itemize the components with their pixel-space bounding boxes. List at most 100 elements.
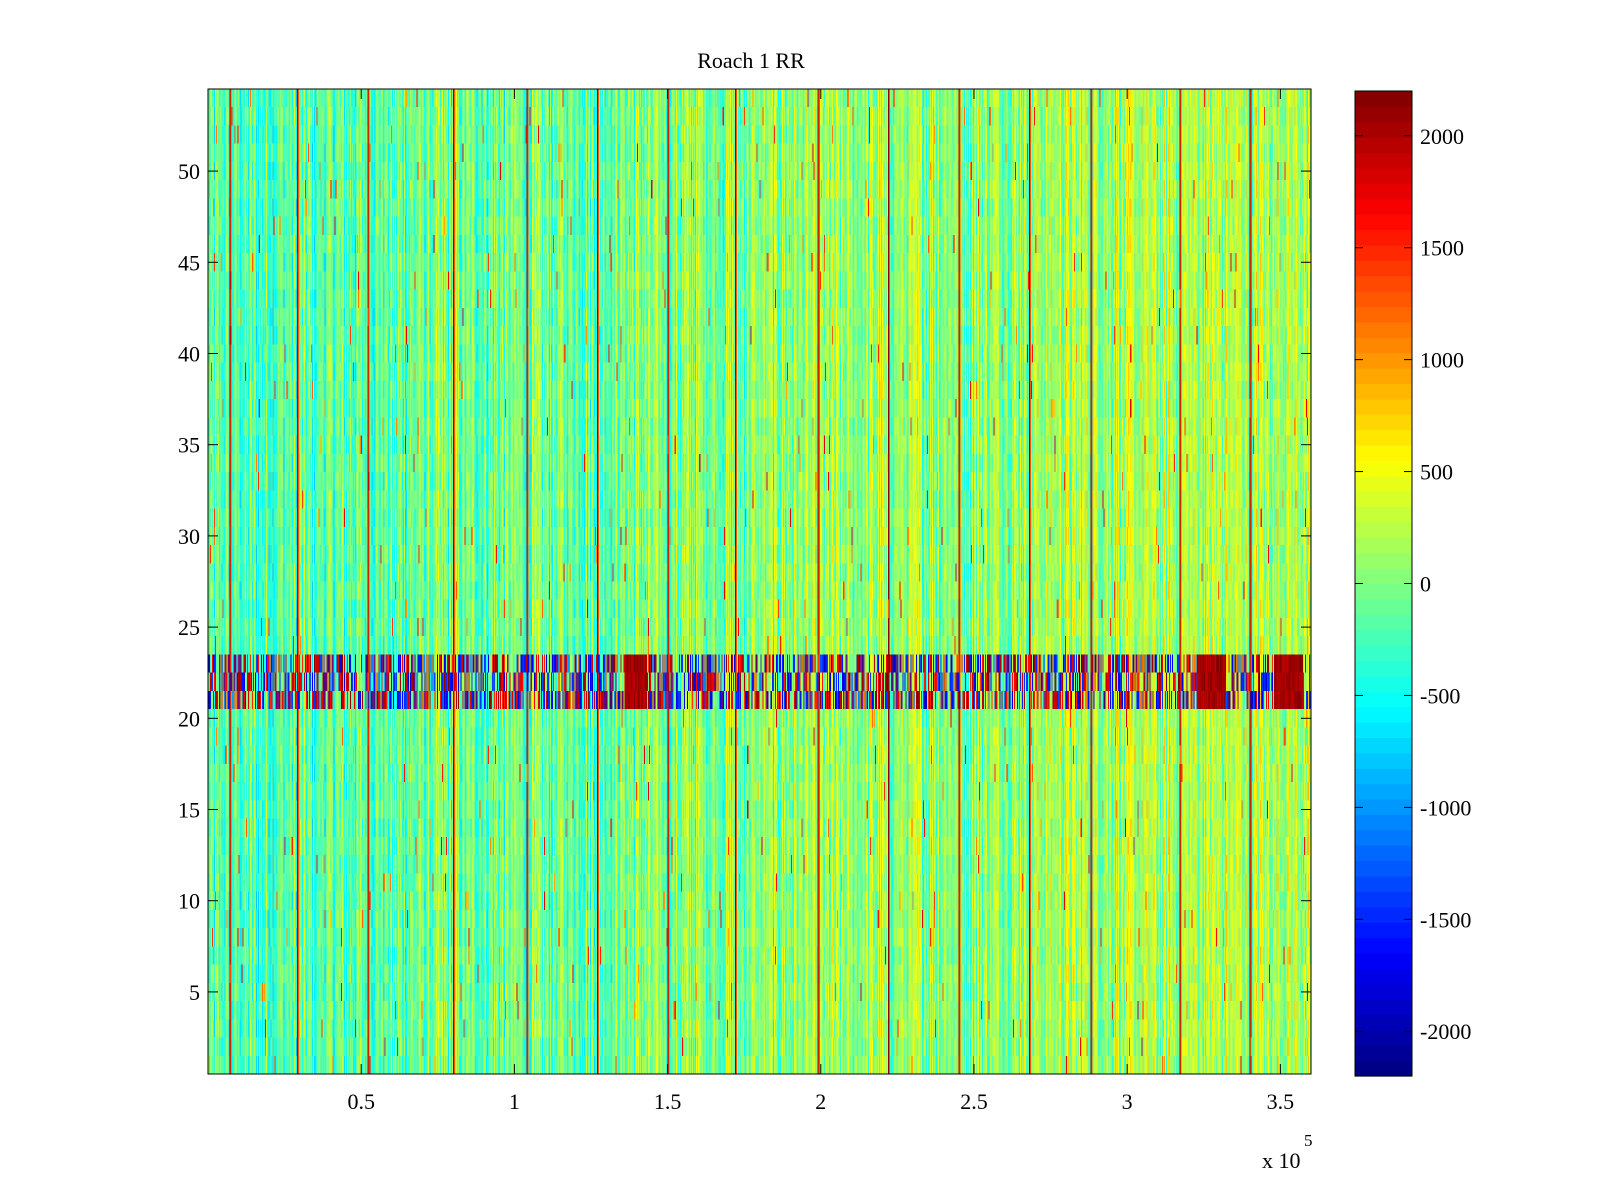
colorbar-segment: [1355, 429, 1412, 446]
colorbar-tick-label: 2000: [1420, 124, 1464, 149]
colorbar-segment: [1355, 645, 1412, 662]
colorbar-segment: [1355, 537, 1412, 554]
colorbar-segment: [1355, 552, 1412, 569]
colorbar-tick-label: 1500: [1420, 236, 1464, 261]
heatmap: [208, 89, 1311, 1074]
x-tick-label: 2.5: [960, 1089, 988, 1114]
y-tick-label: 20: [178, 706, 200, 731]
colorbar-segment: [1355, 106, 1412, 123]
x-axis-multiplier-exponent: 5: [1304, 1131, 1313, 1150]
colorbar-segment: [1355, 460, 1412, 477]
colorbar-segment: [1355, 906, 1412, 923]
colorbar-segment: [1355, 629, 1412, 646]
colorbar-segment: [1355, 1014, 1412, 1031]
colorbar-segment: [1355, 660, 1412, 677]
colorbar-segment: [1355, 875, 1412, 892]
colorbar-segment: [1355, 706, 1412, 723]
colorbar-segment: [1355, 1060, 1412, 1077]
colorbar-segment: [1355, 691, 1412, 708]
colorbar-segment: [1355, 244, 1412, 261]
colorbar-segment: [1355, 137, 1412, 154]
x-axis-multiplier-base: x 10: [1262, 1148, 1301, 1173]
colorbar-segment: [1355, 568, 1412, 585]
colorbar-tick-label: 500: [1420, 460, 1453, 485]
x-tick-label: 2: [815, 1089, 826, 1114]
x-axis: 0.5 1 1.5 2 2.5 3 3.5: [347, 89, 1294, 1114]
y-tick-label: 30: [178, 524, 200, 549]
colorbar-segment: [1355, 922, 1412, 939]
x-tick-label: 1: [509, 1089, 520, 1114]
y-tick-label: 50: [178, 159, 200, 184]
y-tick-label: 35: [178, 433, 200, 458]
colorbar-segment: [1355, 260, 1412, 277]
colorbar-segment: [1355, 398, 1412, 415]
colorbar-segment: [1355, 1029, 1412, 1046]
colorbar-segment: [1355, 783, 1412, 800]
y-tick-label: 15: [178, 798, 200, 823]
colorbar-segment: [1355, 798, 1412, 815]
colorbar-segment: [1355, 675, 1412, 692]
colorbar: [1355, 91, 1412, 1077]
colorbar-segment: [1355, 337, 1412, 354]
colorbar-segment: [1355, 214, 1412, 231]
x-tick-label: 3: [1122, 1089, 1133, 1114]
plot-area-border: [207, 88, 1312, 1075]
colorbar-ticks: 2000 1500 1000 500 0 -500 -1000 -1500 -2000: [1355, 124, 1471, 1044]
x-tick-label: 0.5: [347, 1089, 375, 1114]
colorbar-segment: [1355, 999, 1412, 1016]
colorbar-segment: [1355, 183, 1412, 200]
colorbar-segment: [1355, 475, 1412, 492]
colorbar-segment: [1355, 275, 1412, 292]
colorbar-segment: [1355, 491, 1412, 508]
colorbar-segment: [1355, 383, 1412, 400]
colorbar-segment: [1355, 614, 1412, 631]
colorbar-segment: [1355, 891, 1412, 908]
y-tick-label: 40: [178, 341, 200, 366]
colorbar-segment: [1355, 814, 1412, 831]
colorbar-segment: [1355, 306, 1412, 323]
colorbar-tick-label: 0: [1420, 572, 1431, 597]
colorbar-tick-label: -2000: [1420, 1019, 1471, 1044]
colorbar-segment: [1355, 198, 1412, 215]
colorbar-segment: [1355, 952, 1412, 969]
colorbar-segment: [1355, 598, 1412, 615]
colorbar-segment: [1355, 521, 1412, 538]
colorbar-segment: [1355, 1045, 1412, 1062]
y-axis: 5 10 15 20 25 30 35 40 45 50: [178, 159, 1311, 1005]
colorbar-segment: [1355, 414, 1412, 431]
colorbar-segment: [1355, 352, 1412, 369]
y-tick-label: 25: [178, 615, 200, 640]
colorbar-segment: [1355, 368, 1412, 385]
y-tick-label: 5: [189, 980, 200, 1005]
colorbar-segment: [1355, 583, 1412, 600]
colorbar-segment: [1355, 722, 1412, 739]
colorbar-segment: [1355, 829, 1412, 846]
x-tick-label: 3.5: [1267, 1089, 1295, 1114]
colorbar-tick-label: 1000: [1420, 348, 1464, 373]
colorbar-segment: [1355, 167, 1412, 184]
colorbar-segment: [1355, 937, 1412, 954]
colorbar-segment: [1355, 983, 1412, 1000]
colorbar-segment: [1355, 91, 1412, 107]
colorbar-tick-label: -500: [1420, 683, 1460, 708]
colorbar-segment: [1355, 968, 1412, 985]
colorbar-segment: [1355, 229, 1412, 246]
colorbar-segment: [1355, 860, 1412, 877]
y-tick-label: 45: [178, 250, 200, 275]
colorbar-segment: [1355, 121, 1412, 138]
colorbar-tick-label: -1000: [1420, 795, 1471, 820]
heatmap-image: [208, 89, 1311, 1074]
colorbar-segment: [1355, 752, 1412, 769]
colorbar-segment: [1355, 737, 1412, 754]
colorbar-segment: [1355, 845, 1412, 862]
x-axis-multiplier: x 10: [1262, 1148, 1301, 1173]
colorbar-segment: [1355, 506, 1412, 523]
colorbar-segment: [1355, 291, 1412, 308]
chart-title: Roach 1 RR: [697, 48, 805, 73]
colorbar-segment: [1355, 768, 1412, 785]
colorbar-segment: [1355, 152, 1412, 169]
colorbar-segment: [1355, 321, 1412, 338]
colorbar-tick-label: -1500: [1420, 907, 1471, 932]
colorbar-segment: [1355, 444, 1412, 461]
